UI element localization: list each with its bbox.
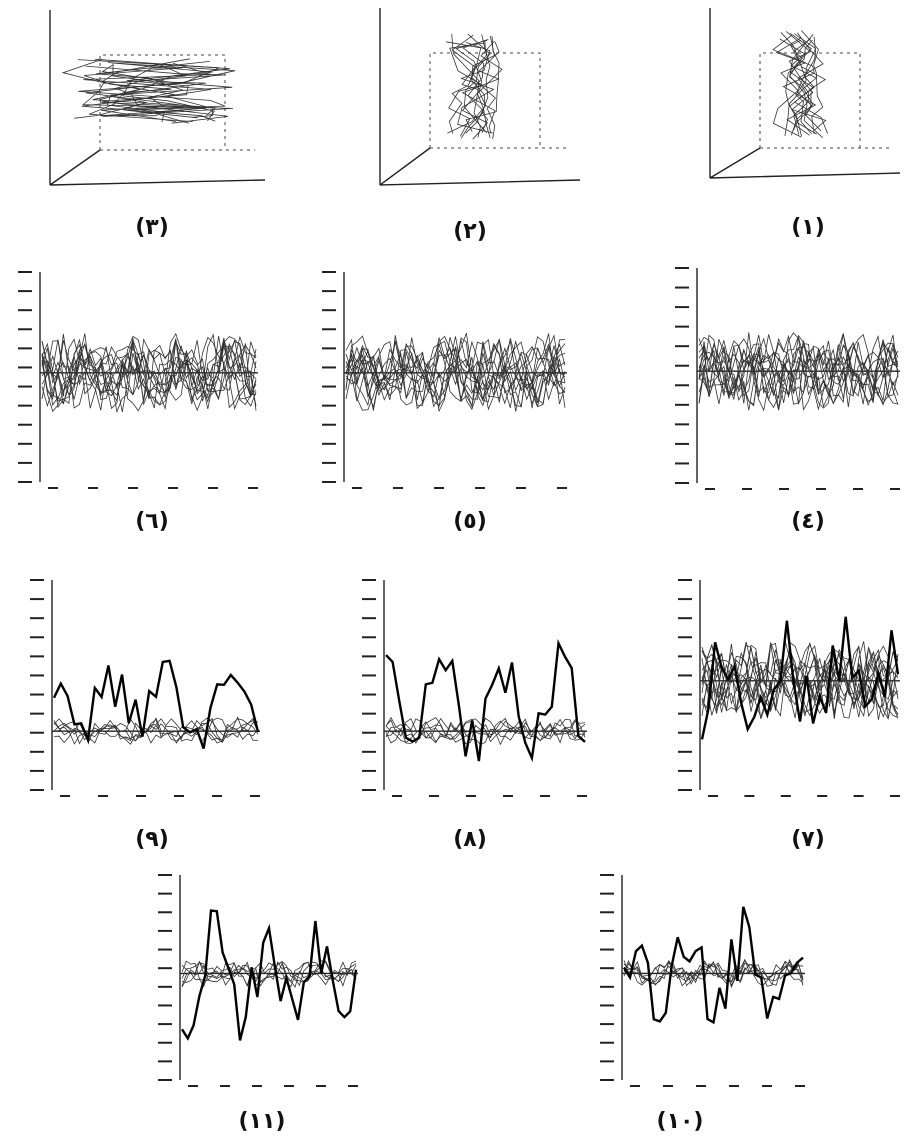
trace [701, 643, 899, 718]
motion-trace [801, 30, 824, 134]
motion-trace [448, 34, 476, 134]
trace [345, 333, 566, 411]
panel-label: (٩) [135, 827, 169, 852]
trace [698, 333, 899, 410]
motion-trace [476, 40, 503, 138]
trace [345, 339, 566, 413]
trace [345, 340, 566, 405]
axis-box [379, 8, 581, 186]
panel: (١) [709, 8, 901, 240]
trace [41, 337, 257, 406]
panel: (٧) [678, 579, 900, 852]
trace [41, 335, 257, 412]
trace [181, 960, 357, 989]
motion-trace [448, 42, 486, 137]
motion-trace [793, 33, 828, 134]
trace [698, 334, 899, 412]
panel-label: (٥) [453, 509, 487, 534]
motion-trace [83, 62, 212, 119]
panel-label: (٦) [135, 509, 169, 534]
motion-trace [82, 65, 234, 117]
trace-bold [385, 638, 586, 763]
trace-bold [700, 616, 900, 740]
trace-bold [180, 909, 358, 1041]
trace [41, 333, 257, 406]
panel-label: (٧) [791, 827, 825, 852]
motion-trace [101, 64, 233, 123]
trace [698, 337, 899, 408]
trace [701, 642, 899, 712]
panel: (٨) [362, 579, 587, 852]
panel: (٤) [675, 267, 900, 534]
trace [623, 959, 804, 987]
trace [345, 336, 566, 408]
motion-trace [785, 38, 811, 131]
motion-trace [74, 62, 207, 119]
trace [181, 960, 357, 988]
trace [698, 334, 899, 411]
trace [41, 338, 257, 407]
panel: (٦) [18, 271, 258, 534]
panel-label: (٢) [453, 219, 487, 244]
trace [41, 340, 257, 405]
trace [701, 641, 899, 719]
axis-box [429, 52, 570, 149]
motion-trace [789, 33, 822, 132]
motion-trace [465, 36, 500, 132]
trace [698, 333, 899, 404]
panel-label: (١٠) [657, 1109, 704, 1134]
motion-trace [463, 33, 491, 133]
motion-trace [96, 61, 210, 122]
trace [698, 345, 899, 411]
axis-box [49, 10, 266, 186]
trace [41, 338, 257, 412]
panel-label: (١١) [239, 1109, 286, 1134]
panel-label: (٨) [453, 827, 487, 852]
panel: (١١) [158, 874, 358, 1134]
panel: (٥) [322, 271, 567, 534]
motion-trace [455, 40, 489, 140]
motion-trace [793, 32, 824, 135]
motion-trace [780, 32, 813, 135]
panel-label: (٣) [135, 215, 169, 240]
axis-box [709, 8, 901, 179]
panel: (٩) [30, 579, 260, 852]
motion-trace [121, 67, 216, 122]
trace-bold [52, 659, 260, 749]
trace [623, 959, 804, 989]
panel: (١٠) [600, 874, 805, 1134]
trace [181, 961, 357, 988]
trace [698, 334, 899, 407]
axis-box [99, 54, 255, 151]
motion-trace [775, 37, 817, 136]
trace [181, 960, 357, 988]
trace [623, 961, 804, 987]
trace [41, 339, 257, 411]
motion-trace [85, 62, 236, 117]
trace [701, 647, 899, 718]
trace [181, 960, 357, 987]
motion-trace [446, 41, 487, 134]
trace [385, 718, 586, 744]
panel-label: (٤) [791, 509, 825, 534]
trace [345, 341, 566, 409]
panel: (٣) [49, 10, 266, 240]
trace [623, 958, 804, 985]
trace-bold [622, 906, 804, 1025]
motion-trace [83, 67, 193, 122]
motion-trace [772, 34, 807, 138]
axis-box [759, 52, 890, 149]
motion-trace [81, 58, 216, 122]
motion-trace [790, 36, 817, 136]
trace [698, 339, 899, 403]
motion-trace [77, 59, 226, 124]
motion-trace [790, 39, 827, 135]
trace [345, 332, 566, 408]
panel: (٢) [379, 8, 581, 244]
motion-trace [785, 31, 827, 131]
panel-label: (١) [791, 215, 825, 240]
motion-trace [471, 35, 496, 140]
motion-trace [481, 39, 491, 134]
